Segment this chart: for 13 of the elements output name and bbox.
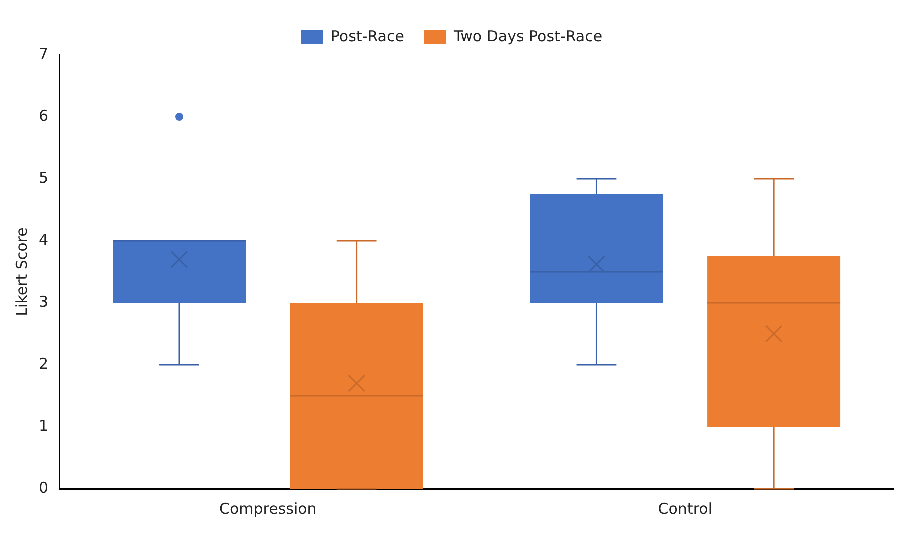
y-tick-label: 7 xyxy=(38,44,49,63)
y-tick-label: 6 xyxy=(38,106,49,125)
x-tick-label: Control xyxy=(658,500,713,518)
y-tick-label: 2 xyxy=(38,354,49,373)
legend-label: Post-Race xyxy=(330,27,404,46)
y-tick-label: 3 xyxy=(38,292,49,311)
y-tick-label: 0 xyxy=(38,478,49,497)
y-axis-title: Likert Score xyxy=(12,228,31,316)
legend-label: Two Days Post-Race xyxy=(452,27,603,46)
y-tick-label: 4 xyxy=(38,230,49,249)
y-tick-label: 5 xyxy=(38,168,49,187)
y-tick-label: 1 xyxy=(38,416,49,435)
x-tick-label: Compression xyxy=(219,500,317,518)
